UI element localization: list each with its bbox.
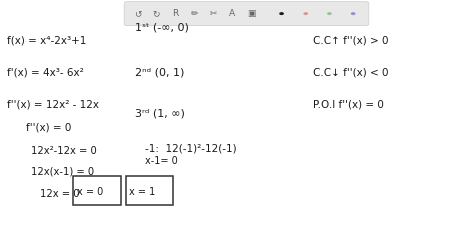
Text: ✂: ✂	[210, 9, 217, 18]
Text: -1:  12(-1)²-12(-1): -1: 12(-1)²-12(-1)	[145, 144, 236, 154]
FancyBboxPatch shape	[124, 2, 369, 26]
Text: ▣: ▣	[247, 9, 255, 18]
Text: x = 1: x = 1	[129, 187, 155, 197]
Text: 12x(x-1) = 0: 12x(x-1) = 0	[31, 166, 94, 176]
Text: ↺: ↺	[134, 9, 141, 18]
Text: f(x) = x⁴-2x³+1: f(x) = x⁴-2x³+1	[7, 36, 86, 46]
Circle shape	[352, 13, 355, 14]
Text: A: A	[229, 9, 235, 18]
Text: x-1= 0: x-1= 0	[145, 156, 177, 166]
Text: f''(x) = 0: f''(x) = 0	[26, 122, 72, 132]
Text: 2ⁿᵈ (0, 1): 2ⁿᵈ (0, 1)	[135, 68, 184, 78]
Circle shape	[280, 13, 283, 14]
Text: f''(x) = 12x² - 12x: f''(x) = 12x² - 12x	[7, 99, 99, 109]
Text: P.O.I f''(x) = 0: P.O.I f''(x) = 0	[313, 99, 384, 109]
Text: f'(x) = 4x³- 6x²: f'(x) = 4x³- 6x²	[7, 68, 84, 78]
Text: 3ʳᵈ (1, ∞): 3ʳᵈ (1, ∞)	[135, 109, 185, 118]
Circle shape	[328, 13, 331, 14]
Text: ↻: ↻	[153, 9, 160, 18]
Text: 12x = 0: 12x = 0	[40, 189, 80, 199]
Text: C.C↓ f''(x) < 0: C.C↓ f''(x) < 0	[313, 68, 388, 78]
Text: ✏: ✏	[191, 9, 198, 18]
Bar	[126, 176, 173, 205]
Text: 1ˢᵗ (-∞, 0): 1ˢᵗ (-∞, 0)	[135, 22, 189, 32]
Text: x = 0: x = 0	[77, 187, 103, 197]
Circle shape	[304, 13, 307, 14]
Text: C.C↑ f''(x) > 0: C.C↑ f''(x) > 0	[313, 36, 388, 46]
Bar	[73, 176, 121, 205]
Text: R: R	[172, 9, 179, 18]
Text: 12x²-12x = 0: 12x²-12x = 0	[31, 146, 97, 156]
